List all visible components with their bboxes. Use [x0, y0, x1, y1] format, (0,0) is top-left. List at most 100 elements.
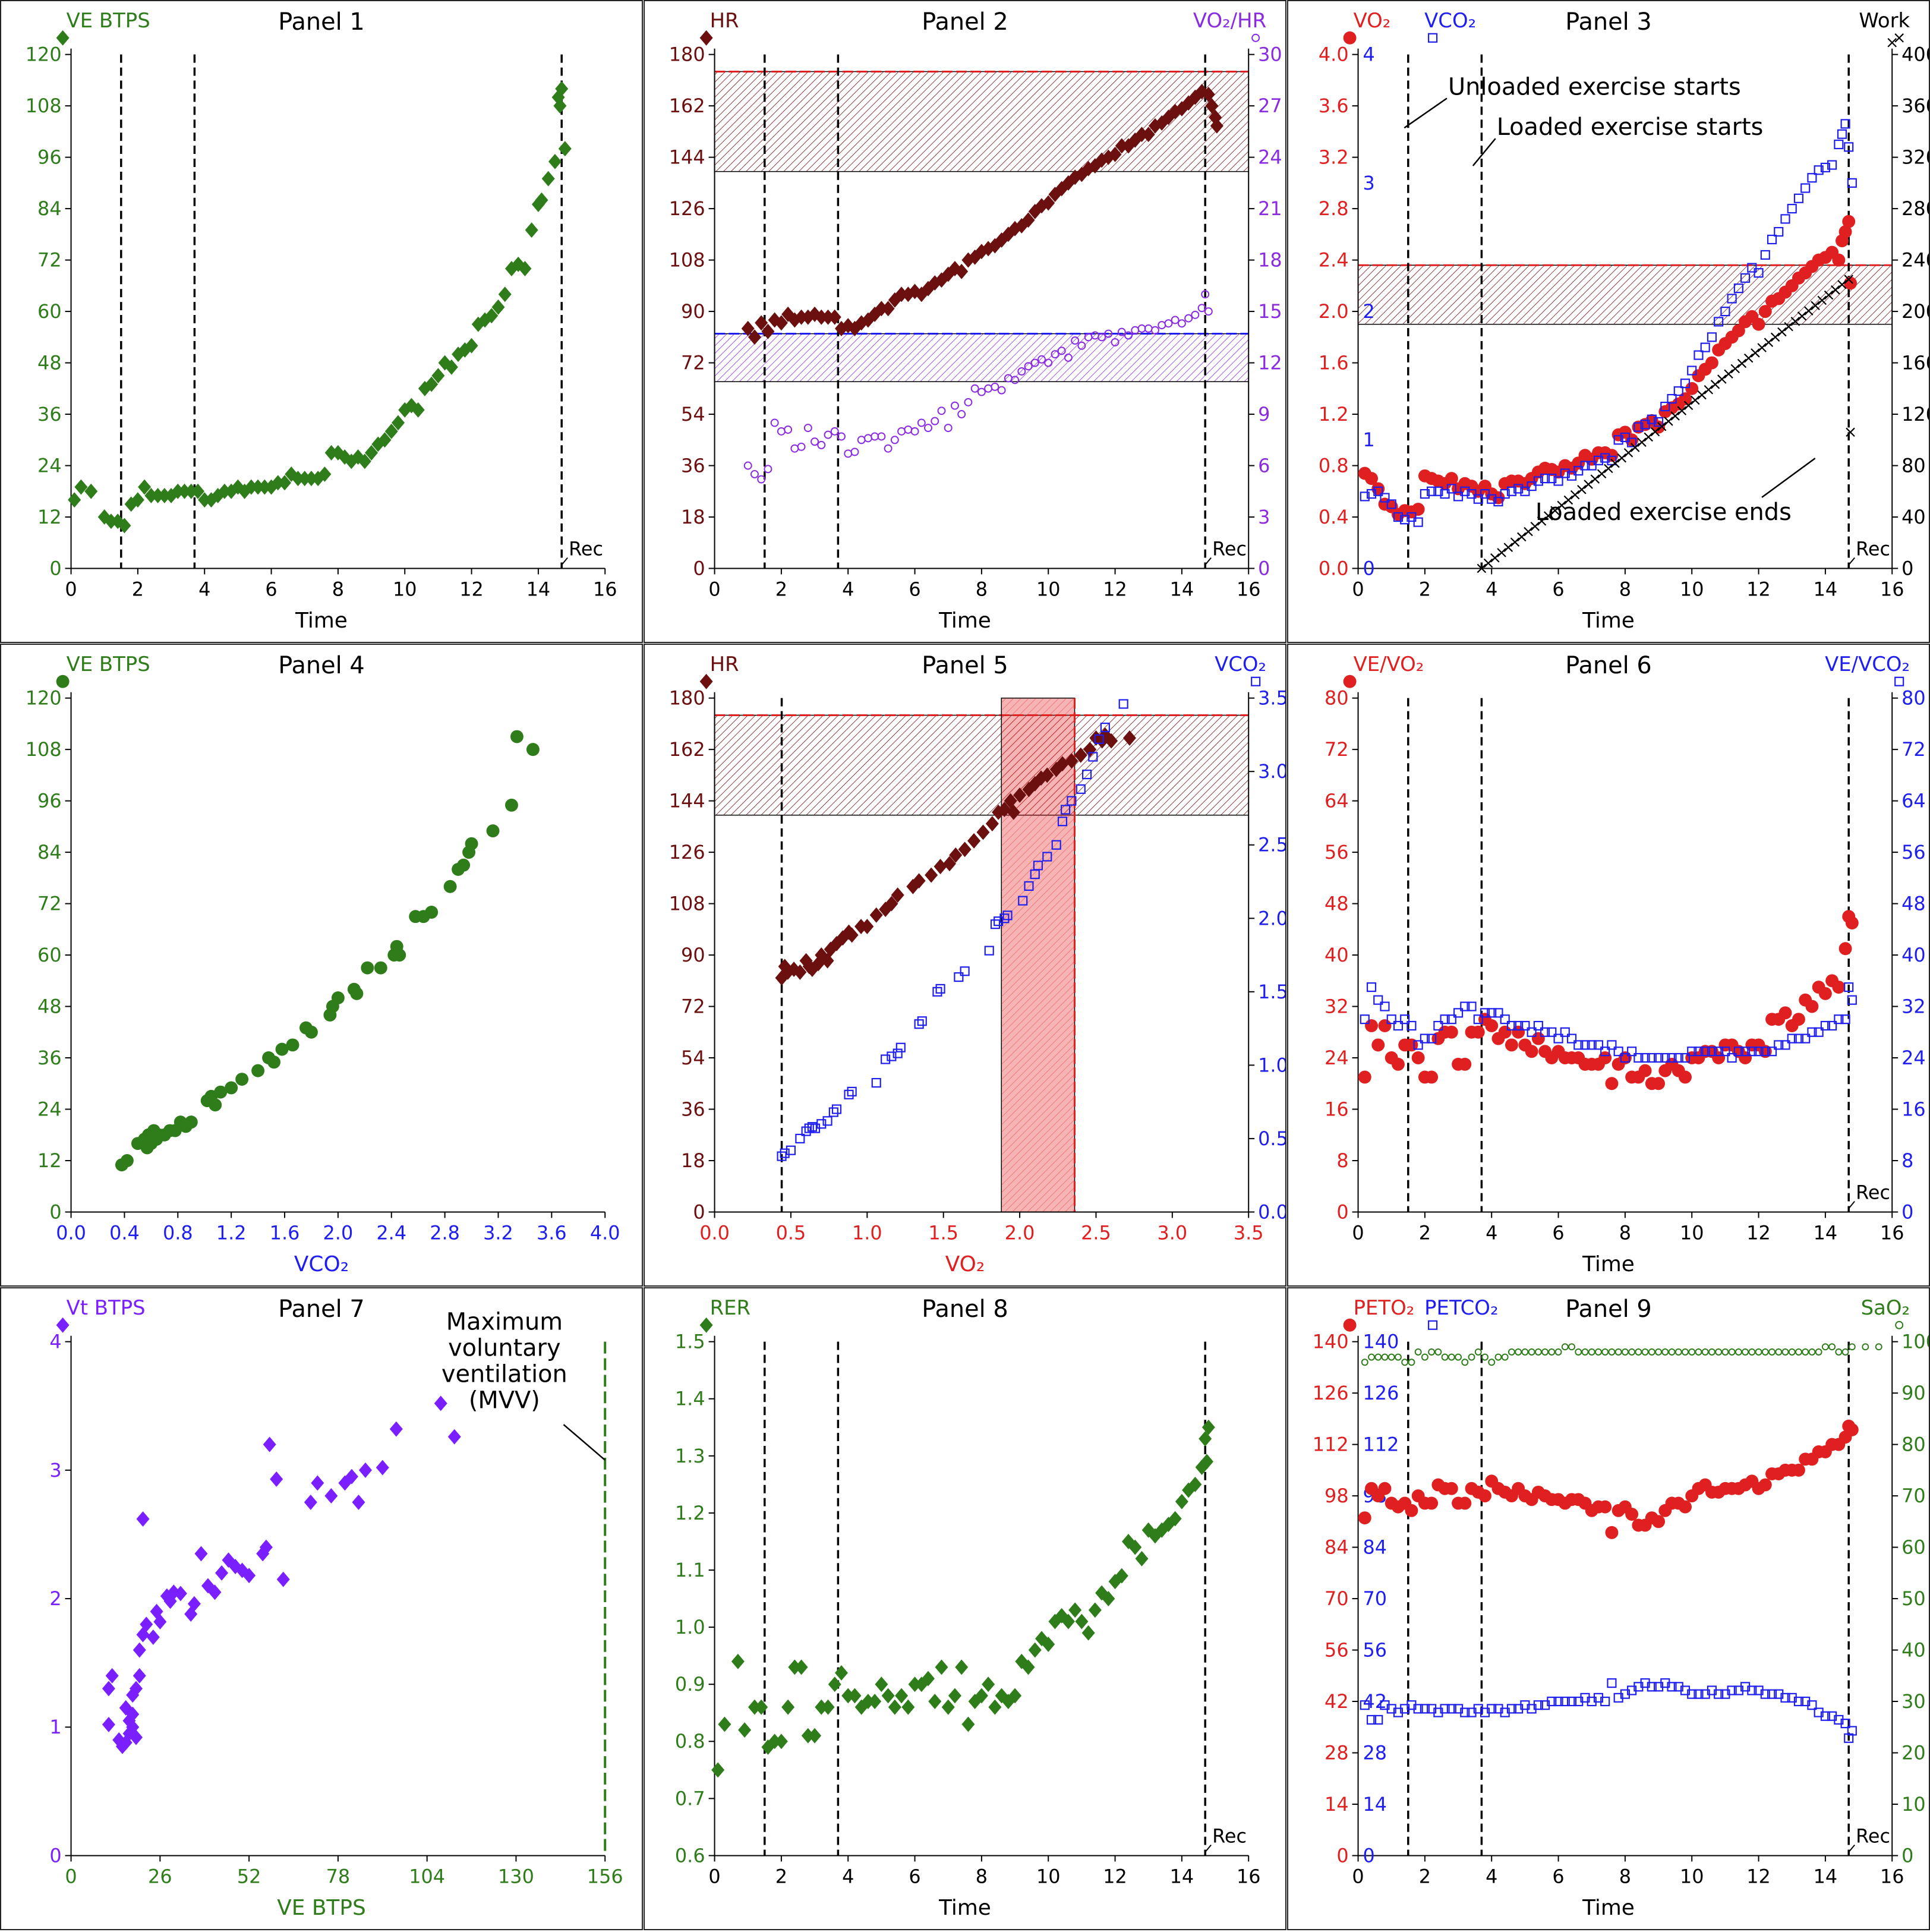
data-point [1550, 506, 1560, 515]
data-point [525, 222, 538, 238]
data-point [184, 1115, 198, 1129]
data-point [1720, 1047, 1730, 1057]
x-tick-label: 8 [976, 578, 988, 600]
data-point [1652, 1515, 1666, 1528]
data-point [1358, 1070, 1371, 1084]
data-point [1680, 379, 1691, 389]
data-point [1480, 488, 1490, 499]
x-tick-label: 12 [459, 578, 484, 600]
data-point [777, 427, 786, 436]
data-point [1811, 301, 1820, 310]
data-point [1528, 1348, 1535, 1356]
data-point [816, 1119, 827, 1129]
x-tick-label: 4 [842, 1865, 854, 1887]
data-point [1527, 481, 1537, 491]
data-point [1445, 1025, 1458, 1039]
data-point [1667, 1682, 1677, 1692]
y-tick-label-left: 0.0 [1319, 557, 1349, 579]
legend-marker [1894, 33, 1904, 43]
data-point [1048, 187, 1062, 203]
data-point [1566, 1696, 1577, 1707]
x-tick-label: 1.0 [852, 1221, 882, 1244]
data-point [857, 436, 866, 445]
data-point [478, 312, 492, 328]
data-point [1728, 1348, 1736, 1356]
data-point [146, 1629, 160, 1645]
y-tick-label-left: 120 [26, 687, 62, 710]
data-point [804, 1123, 814, 1133]
x-tick-label: 14 [1170, 578, 1194, 600]
data-point [434, 1395, 447, 1411]
y-tick-label-left: 0 [49, 557, 61, 579]
series-ve-vco- [1360, 676, 1904, 1063]
data-point [1838, 225, 1852, 238]
data-point [871, 432, 879, 441]
data-point [1598, 1051, 1612, 1064]
data-point [1755, 1348, 1762, 1356]
data-point [1057, 817, 1068, 827]
data-point [1057, 346, 1066, 355]
data-point [1493, 496, 1503, 507]
y-tick-label-left: 0.8 [675, 1730, 705, 1753]
data-point [131, 492, 144, 508]
y-tick-label-inner: 70 [1363, 1587, 1387, 1610]
data-point [917, 1016, 927, 1026]
rec-pointer [1848, 1844, 1855, 1853]
data-point [1623, 448, 1633, 458]
data-point [1506, 486, 1517, 496]
rec-pointer [1848, 1200, 1855, 1209]
data-point [1425, 1070, 1439, 1084]
y-tick-label-left: 84 [37, 841, 62, 863]
data-point [1406, 1020, 1417, 1031]
data-point [1613, 1047, 1623, 1057]
data-point [1638, 1064, 1652, 1077]
data-point [731, 1653, 745, 1669]
data-point [1787, 1033, 1797, 1044]
data-point [828, 1107, 838, 1117]
data-point [1440, 488, 1450, 499]
y-tick-label-left: 36 [681, 1098, 705, 1120]
legend-marker [1895, 1320, 1904, 1329]
data-point [1847, 178, 1857, 188]
data-point [1373, 486, 1383, 496]
data-point [1537, 516, 1547, 526]
y-tick-label-left: 84 [37, 197, 62, 220]
x-axis-label: VCO₂ [294, 1252, 349, 1277]
data-point [1378, 1482, 1392, 1495]
data-point [1840, 119, 1850, 129]
data-point [191, 483, 205, 499]
data-point [1767, 234, 1777, 245]
chart-svg: Panel 7 0 26 52 78 104 130 156 VE BTPS 0 1 2 3 4 Vt BT… [49, 1296, 623, 1920]
data-point [1774, 226, 1784, 237]
data-point [1467, 1001, 1477, 1011]
data-point [1042, 852, 1052, 862]
data-point [768, 1734, 781, 1750]
rec-label: Rec [1856, 1825, 1890, 1848]
legend-marker [1428, 1320, 1438, 1330]
data-point [1587, 461, 1597, 471]
y-tick-label-left: 0 [1336, 1200, 1348, 1223]
x-tick-label: 2 [775, 578, 787, 600]
data-point [1510, 537, 1520, 547]
data-point [1687, 1047, 1697, 1057]
data-point [895, 1042, 906, 1052]
data-point [1481, 1353, 1489, 1361]
data-point [908, 1676, 922, 1693]
data-point [1820, 1020, 1830, 1031]
data-point [1701, 1348, 1709, 1356]
chart-panel-7: Panel 7 0 26 52 78 104 130 156 VE BTPS 0 1 2 3 4 Vt BT… [0, 1287, 643, 1930]
annotation-pointer [1404, 97, 1448, 129]
data-point [1446, 484, 1456, 494]
y-tick-label-left: 72 [37, 893, 62, 915]
data-point [1075, 1613, 1089, 1630]
data-point [1605, 1077, 1619, 1091]
y-tick-label-right: 0.0 [1258, 1200, 1285, 1223]
y-tick-label-right: 280 [1901, 197, 1929, 220]
data-point [1780, 1693, 1790, 1703]
data-point [1520, 486, 1530, 496]
data-point [741, 320, 755, 336]
data-point [126, 1687, 140, 1703]
data-point [1710, 380, 1720, 389]
y-tick-label-inner: 0 [1363, 1844, 1375, 1867]
data-point [1707, 1047, 1717, 1057]
